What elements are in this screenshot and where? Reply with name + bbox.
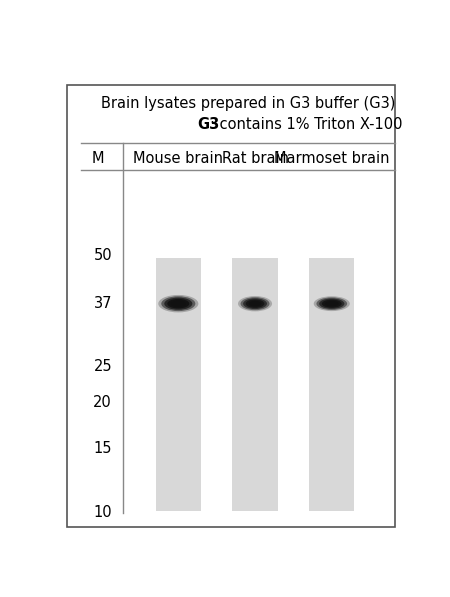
Ellipse shape [325, 301, 338, 306]
Ellipse shape [248, 301, 261, 307]
Text: G3: G3 [198, 117, 220, 132]
Text: Marmoset brain: Marmoset brain [274, 150, 390, 165]
Ellipse shape [238, 296, 272, 312]
Text: 20: 20 [93, 395, 112, 410]
Text: 25: 25 [94, 359, 112, 374]
Ellipse shape [171, 300, 186, 307]
Ellipse shape [246, 300, 265, 308]
Ellipse shape [161, 296, 195, 311]
FancyBboxPatch shape [67, 85, 395, 527]
Ellipse shape [316, 297, 347, 310]
Ellipse shape [319, 298, 344, 309]
Ellipse shape [241, 297, 270, 310]
FancyBboxPatch shape [232, 258, 278, 510]
FancyBboxPatch shape [156, 258, 201, 510]
Text: 15: 15 [94, 441, 112, 456]
Ellipse shape [164, 297, 192, 310]
Ellipse shape [167, 299, 189, 309]
Text: Rat brain: Rat brain [221, 150, 288, 165]
Text: M: M [92, 150, 104, 165]
Ellipse shape [322, 300, 342, 308]
Text: Mouse brain: Mouse brain [133, 150, 223, 165]
Ellipse shape [158, 295, 198, 312]
Text: 10: 10 [94, 506, 112, 521]
Ellipse shape [243, 298, 267, 309]
FancyBboxPatch shape [309, 258, 355, 510]
Text: Brain lysates prepared in G3 buffer (G3): Brain lysates prepared in G3 buffer (G3) [101, 96, 395, 111]
Text: 50: 50 [94, 248, 112, 263]
Text: : contains 1% Triton X-100: : contains 1% Triton X-100 [211, 117, 403, 132]
Text: 37: 37 [94, 296, 112, 311]
Ellipse shape [314, 296, 350, 311]
